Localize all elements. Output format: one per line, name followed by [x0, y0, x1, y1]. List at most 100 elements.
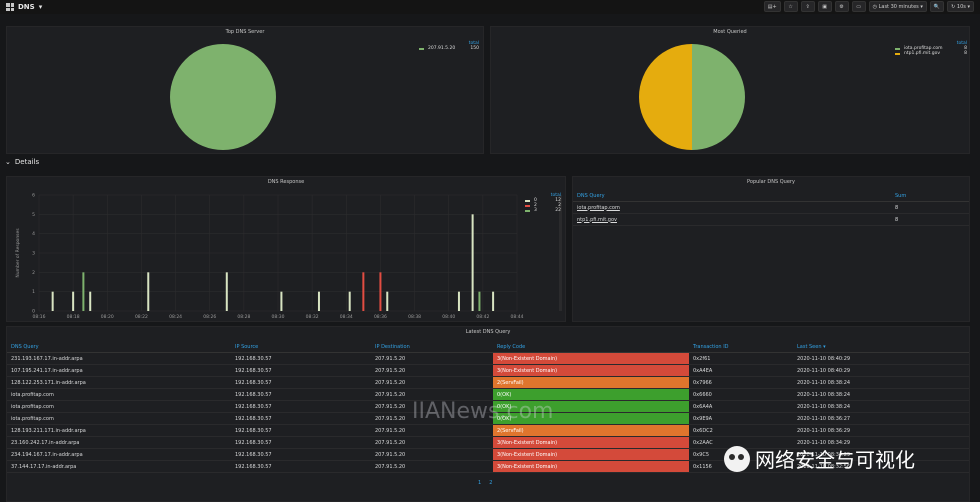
settings-gear-icon[interactable]: ⚙	[834, 1, 849, 12]
query-cell: 234.194.167.17.in-addr.arpa	[7, 448, 231, 461]
ip-destination-cell: 207.91.5.20	[371, 352, 493, 365]
ip-source-cell: 192.168.30.57	[231, 400, 371, 413]
ip-source-cell: 192.168.30.57	[231, 436, 371, 449]
table-row: iota.profitap.com 192.168.30.57 207.91.5.2…	[7, 412, 969, 425]
dashboard-title[interactable]: DNS ▾	[6, 3, 42, 11]
table-row: iota.profitap.com 192.168.30.57 207.91.5.2…	[7, 400, 969, 413]
bar-series-0	[51, 291, 54, 311]
transaction-id-cell: 0x6660	[689, 388, 793, 401]
tv-mode-icon[interactable]: ▭	[851, 1, 866, 12]
col-transaction-id[interactable]: Transaction ID	[689, 342, 793, 353]
chevron-down-icon: ▾	[38, 3, 43, 11]
refresh-button[interactable]: ↻ 10s ▾	[947, 1, 974, 12]
panel-title: DNS Response	[267, 179, 305, 185]
col-dns-query[interactable]: DNS Query	[7, 342, 231, 353]
ip-source-cell: 192.168.30.57	[231, 376, 371, 389]
reply-code-cell: 3(Non-Existent Domain)	[493, 448, 689, 461]
legend-name: 3	[534, 208, 537, 213]
wechat-watermark: 网络安全与可视化	[724, 444, 915, 473]
y-tick-label: 1	[32, 289, 35, 295]
x-tick-label: 08:32	[306, 314, 319, 320]
panel-title: Popular DNS Query	[747, 179, 795, 185]
last-seen-cell: 2020-11-10 08:34:29	[793, 436, 969, 449]
x-tick-label: 08:34	[340, 314, 353, 320]
last-seen-cell: 2020-11-10 08:40:29	[793, 352, 969, 365]
transaction-id-cell: 0x6A4A	[689, 400, 793, 413]
transaction-id-cell: 0x2f61	[689, 352, 793, 365]
bar-series-0	[89, 291, 92, 311]
bar-series-0	[471, 214, 474, 311]
legend-name: 207.91.5.20	[428, 46, 456, 51]
table-row: 128.122.253.171.in-addr.arpa 192.168.30.5…	[7, 376, 969, 389]
query-cell: 231.193.167.17.in-addr.arpa	[7, 352, 231, 365]
top-bar: DNS ▾ ▤+ ☆ ⇪ ▣ ⚙ ▭ ◷ Last 30 minutes ▾ 🔍…	[0, 0, 980, 14]
y-tick-label: 4	[32, 231, 35, 237]
legend: total iota.profitap.com 8 ntp1.pfi.mit.g…	[895, 41, 967, 56]
bar-series-0	[348, 291, 351, 311]
last-seen-cell: 2020-11-10 08:34:29	[793, 448, 969, 461]
panel-latest-dns-query: Latest DNS Query DNS Query IP Source IP …	[6, 326, 970, 502]
page-2[interactable]: 2	[489, 480, 493, 486]
col-ip-destination[interactable]: IP Destination	[371, 342, 493, 353]
x-tick-label: 08:24	[169, 314, 182, 320]
query-cell: iota.profitap.com	[7, 400, 231, 413]
save-icon[interactable]: ▣	[817, 1, 832, 12]
last-seen-cell: 2020-11-10 08:38:24	[793, 376, 969, 389]
y-axis-label: Number of Responses	[15, 228, 21, 278]
col-dns-query[interactable]: DNS Query	[573, 191, 891, 202]
reply-code-cell: 0(OK)	[493, 388, 689, 401]
ip-destination-cell: 207.91.5.20	[371, 448, 493, 461]
zoom-out-icon[interactable]: 🔍	[929, 1, 945, 12]
last-seen-cell: 2020-11-10 08:38:24	[793, 388, 969, 401]
x-tick-label: 08:44	[511, 314, 524, 320]
y-tick-label: 0	[32, 309, 35, 315]
time-range-label: Last 30 minutes	[878, 3, 919, 10]
panel-title: Top DNS Server	[225, 29, 265, 35]
ip-destination-cell: 207.91.5.20	[371, 400, 493, 413]
wechat-label: 网络安全与可视化	[755, 448, 915, 472]
bar-series-0	[147, 272, 150, 311]
x-tick-label: 08:36	[374, 314, 387, 320]
last-seen-cell: 2020-11-10 08:38:24	[793, 400, 969, 413]
sum-cell: 8	[891, 213, 969, 226]
ip-source-cell: 192.168.30.57	[231, 412, 371, 425]
bar-series-0	[280, 291, 283, 311]
x-tick-label: 08:38	[408, 314, 421, 320]
add-panel-icon[interactable]: ▤+	[763, 1, 781, 12]
top-dns-server-pie	[170, 44, 276, 150]
col-ip-source[interactable]: IP Source	[231, 342, 371, 353]
page-1[interactable]: 1	[478, 480, 482, 486]
table-row: iota.profitap.com 8	[573, 201, 969, 214]
col-last-seen[interactable]: Last Seen ▾	[793, 342, 969, 353]
legend-item[interactable]: ntp1.pfi.mit.gov 8	[895, 51, 967, 56]
time-range-picker[interactable]: ◷ Last 30 minutes ▾	[868, 1, 927, 12]
query-cell: ntp1.pfi.mit.gov	[573, 213, 891, 226]
toolbar: ▤+ ☆ ⇪ ▣ ⚙ ▭ ◷ Last 30 minutes ▾ 🔍 ↻ 10s…	[763, 1, 974, 12]
col-reply-code[interactable]: Reply Code	[493, 342, 689, 353]
legend-item[interactable]: iota.profitap.com 8	[895, 46, 967, 51]
legend-item[interactable]: 0 12	[525, 198, 561, 203]
panel-dns-response: DNS Response 0 1 2 3 4 5 6 08:16 08:18 08:20 08:22…	[6, 176, 566, 322]
last-seen-cell: 2020-11-10 08:32:56	[793, 460, 969, 473]
pie-slice-207-91-5-20	[170, 44, 276, 150]
pie-slice-ntp1	[639, 44, 692, 150]
legend-value: 2	[558, 203, 561, 208]
share-icon[interactable]: ⇪	[800, 1, 815, 12]
panel-title: Most Queried	[713, 29, 747, 35]
ip-destination-cell: 207.91.5.20	[371, 412, 493, 425]
legend-value: 150	[470, 46, 479, 51]
x-tick-label: 08:16	[33, 314, 46, 320]
legend-name: 0	[534, 198, 537, 203]
col-sum[interactable]: Sum	[891, 191, 969, 202]
bar-series-0	[386, 291, 389, 311]
x-tick-label: 08:30	[272, 314, 285, 320]
table-row: 23.160.242.17.in-addr.arpa 192.168.30.57 2…	[7, 436, 969, 449]
section-details[interactable]: ⌄ Details	[5, 158, 39, 166]
x-tick-label: 08:28	[237, 314, 250, 320]
legend-item[interactable]: 3 22	[525, 208, 561, 213]
y-tick-label: 2	[32, 270, 35, 276]
star-icon[interactable]: ☆	[783, 1, 798, 12]
legend-item[interactable]: 207.91.5.20 150	[419, 46, 479, 51]
